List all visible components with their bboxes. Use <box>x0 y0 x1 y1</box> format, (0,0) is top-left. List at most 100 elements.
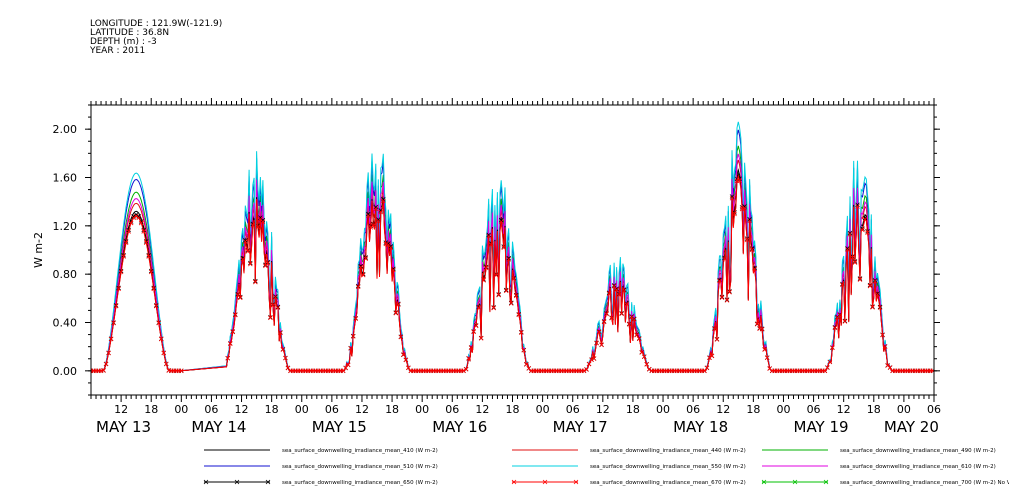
series-marker <box>179 368 184 374</box>
series-marker <box>511 276 517 282</box>
series-marker <box>163 361 169 367</box>
series-marker <box>644 362 650 367</box>
series-marker <box>128 220 134 226</box>
x-tick-label: 12 <box>475 403 489 416</box>
series-marker <box>877 305 883 310</box>
series-marker <box>855 204 860 209</box>
x-tick-label: 00 <box>897 403 911 416</box>
series-marker <box>161 350 167 356</box>
series-marker <box>865 230 870 235</box>
legend-entry: sea_surface_downwelling_irradiance_mean_… <box>590 448 746 454</box>
series-marker <box>704 365 710 371</box>
series-marker <box>491 305 496 311</box>
series-marker <box>391 267 396 273</box>
x-tick-label: 06 <box>445 403 459 416</box>
series-marker <box>732 211 737 217</box>
legend-marker <box>234 479 240 485</box>
series-marker <box>847 232 853 237</box>
series-marker <box>365 213 371 218</box>
x-tick-label: 18 <box>265 403 279 416</box>
series-marker <box>616 292 622 297</box>
legend-entry: sea_surface_downwelling_irradiance_mean_… <box>590 464 746 470</box>
series-marker <box>360 272 366 278</box>
series-marker <box>106 350 111 356</box>
series-marker <box>762 347 767 352</box>
y-tick-label: 1.60 <box>53 172 78 185</box>
series-marker <box>586 361 592 367</box>
series-marker <box>518 330 524 335</box>
legend-marker <box>573 479 579 485</box>
series-marker <box>158 336 164 342</box>
series-marker <box>118 269 124 275</box>
series-line <box>91 121 934 372</box>
series-marker <box>156 320 162 326</box>
series-marker <box>260 217 266 223</box>
series-marker <box>501 245 507 251</box>
legend-marker <box>542 479 548 485</box>
x-date-label: MAY 18 <box>673 418 728 436</box>
legend-entry: sea_surface_downwelling_irradiance_mean_… <box>840 448 996 454</box>
y-axis-label: W m-2 <box>32 232 45 268</box>
y-tick-label: 0.00 <box>53 365 78 378</box>
series-marker <box>486 232 491 238</box>
series-marker <box>822 368 828 374</box>
series-marker <box>363 256 369 262</box>
x-date-label: MAY 19 <box>794 418 849 436</box>
series-marker <box>141 229 146 234</box>
series-marker <box>867 283 873 289</box>
y-tick-label: 2.00 <box>53 123 78 136</box>
x-tick-label: 12 <box>114 403 128 416</box>
series-marker <box>365 211 371 217</box>
series-marker <box>250 223 256 228</box>
series-marker <box>857 277 863 282</box>
series-line <box>91 153 934 372</box>
series-marker <box>255 224 261 230</box>
x-date-label: MAY 13 <box>96 418 151 436</box>
series-marker <box>840 282 845 288</box>
series-marker <box>631 317 637 322</box>
x-tick-label: 06 <box>204 403 218 416</box>
legend-entry: sea_surface_downwelling_irradiance_mean_… <box>282 448 438 454</box>
legend-entry: sea_surface_downwelling_irradiance_mean_… <box>282 480 438 486</box>
series-marker <box>722 256 727 262</box>
series-marker <box>237 295 243 301</box>
series-marker <box>388 245 394 250</box>
series-marker <box>506 257 512 262</box>
series-marker <box>591 356 597 361</box>
series-marker <box>278 330 283 336</box>
series-marker <box>240 256 246 262</box>
x-tick-label: 18 <box>144 403 158 416</box>
series-marker <box>754 321 760 327</box>
series-marker <box>611 283 617 288</box>
series-marker <box>466 356 471 361</box>
x-tick-label: 00 <box>174 403 188 416</box>
series-marker <box>273 294 278 300</box>
series-marker <box>624 301 629 307</box>
series-marker <box>350 334 356 339</box>
series-marker <box>273 294 278 299</box>
series-marker <box>594 340 599 346</box>
series-marker <box>604 311 609 317</box>
legend-marker <box>203 479 209 485</box>
series-marker <box>133 212 139 217</box>
series-marker <box>503 288 509 294</box>
series-marker <box>473 323 479 329</box>
series-marker <box>101 368 106 373</box>
series-marker <box>830 345 835 351</box>
series-marker <box>121 254 126 259</box>
series-marker <box>614 287 619 292</box>
series-marker <box>870 305 875 310</box>
series-marker <box>521 347 527 353</box>
series-marker <box>641 354 647 360</box>
series-marker <box>609 315 614 321</box>
series-marker <box>599 342 604 348</box>
y-tick-label: 0.80 <box>53 268 78 281</box>
series-marker <box>860 227 865 233</box>
series-marker <box>153 303 159 309</box>
series-marker <box>146 254 151 259</box>
series-marker <box>355 284 361 290</box>
series-marker <box>626 322 632 327</box>
series-marker <box>283 355 288 361</box>
x-tick-label: 00 <box>295 403 309 416</box>
series-marker <box>245 249 251 254</box>
